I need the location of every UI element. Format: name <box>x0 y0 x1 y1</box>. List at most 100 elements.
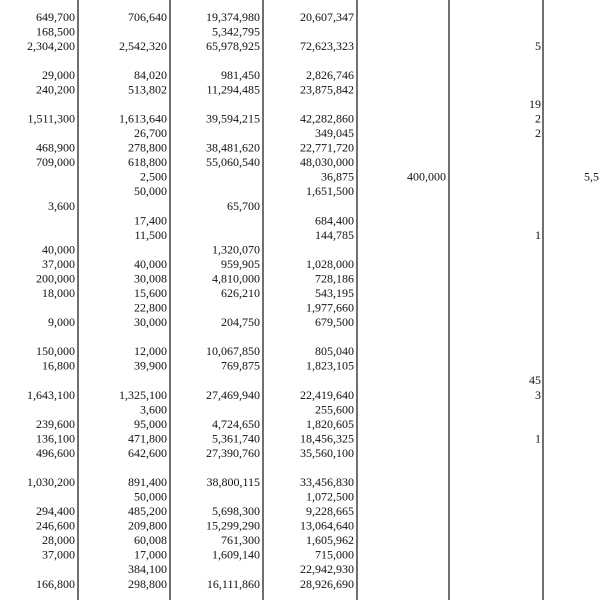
table-cell: 1,977,660 <box>306 301 354 315</box>
table-cell: 4,724,650 <box>212 417 260 431</box>
table-cell: 40,000 <box>134 257 167 271</box>
table-cell: 384,100 <box>128 562 167 576</box>
table-cell: 761,300 <box>221 533 260 547</box>
table-cell: 485,200 <box>128 504 167 518</box>
table-cell: 39,594,215 <box>206 112 260 126</box>
table-cell: 3,600 <box>48 199 75 213</box>
table-cell: 13,064,640 <box>300 519 354 533</box>
table-cell: 16,800 <box>42 359 75 373</box>
table-cell: 1,072,500 <box>306 490 354 504</box>
table-cell: 50,000 <box>134 184 167 198</box>
table-cell: 22,942,930 <box>300 562 354 576</box>
table-cell: 65,700 <box>227 199 260 213</box>
table-cell: 38,800,115 <box>206 475 260 489</box>
table-cell: 642,600 <box>128 446 167 460</box>
table-cell: 1 <box>535 228 541 242</box>
table-cell: 1 <box>535 431 541 445</box>
table-cell: 19 <box>529 97 541 111</box>
table-cell: 42,282,860 <box>300 112 354 126</box>
table-cell: 981,450 <box>221 68 260 82</box>
table-cell: 618,800 <box>128 155 167 169</box>
table-cell: 679,500 <box>315 315 354 329</box>
table-cell: 10,067,850 <box>206 344 260 358</box>
table-cell: 28,000 <box>42 533 75 547</box>
table-cell: 150,000 <box>36 344 75 358</box>
table-cell: 39,900 <box>134 359 167 373</box>
table-cell: 706,640 <box>128 10 167 24</box>
table-cell: 246,600 <box>36 519 75 533</box>
table-cell: 38,481,620 <box>206 141 260 155</box>
table-cell: 20,607,347 <box>300 10 354 24</box>
table-cell: 1,609,140 <box>212 548 260 562</box>
table-cell: 27,469,940 <box>206 388 260 402</box>
table-cell: 60,008 <box>134 533 167 547</box>
table-cell: 33,456,830 <box>300 475 354 489</box>
table-cell: 2,304,200 <box>27 39 75 53</box>
table-cell: 5,361,740 <box>212 431 260 445</box>
table-cell: 2,542,320 <box>119 39 167 53</box>
table-cell: 684,400 <box>315 213 354 227</box>
table-cell: 959,905 <box>221 257 260 271</box>
table-cell: 30,008 <box>134 271 167 285</box>
table-cell: 805,040 <box>315 344 354 358</box>
table-cell: 543,195 <box>315 286 354 300</box>
table-cell: 15,600 <box>134 286 167 300</box>
table-cell: 29,000 <box>42 68 75 82</box>
table-cell: 209,800 <box>128 519 167 533</box>
table-cell: 1,028,000 <box>306 257 354 271</box>
table-cell: 5 <box>535 39 541 53</box>
table-cell: 11,294,485 <box>206 82 260 96</box>
table-cell: 65,978,925 <box>206 39 260 53</box>
table-cell: 48,030,000 <box>300 155 354 169</box>
table-cell: 55,060,540 <box>206 155 260 169</box>
table-cell: 22,419,640 <box>300 388 354 402</box>
table-cell: 294,400 <box>36 504 75 518</box>
table-cell: 255,600 <box>315 402 354 416</box>
table-cell: 2 <box>535 126 541 140</box>
table-cell: 3 <box>535 388 541 402</box>
table-cell: 1,823,105 <box>306 359 354 373</box>
table-cell: 2,500 <box>140 170 167 184</box>
table-cell: 649,700 <box>36 10 75 24</box>
table-cell: 19,374,980 <box>206 10 260 24</box>
table-cell: 40,000 <box>42 242 75 256</box>
table-cell: 496,600 <box>36 446 75 460</box>
table-cell: 349,045 <box>315 126 354 140</box>
table-cell: 1,030,200 <box>27 475 75 489</box>
table-cell: 1,325,100 <box>119 388 167 402</box>
table-cell: 5,698,300 <box>212 504 260 518</box>
table-cell: 22,800 <box>134 301 167 315</box>
table-cell: 5,342,795 <box>212 24 260 38</box>
table-cell: 27,390,760 <box>206 446 260 460</box>
table-cell: 468,900 <box>36 141 75 155</box>
table-cell: 84,020 <box>134 68 167 82</box>
table-cell: 23,875,842 <box>300 82 354 96</box>
table-cell: 9,000 <box>48 315 75 329</box>
table-cell: 2,826,746 <box>306 68 354 82</box>
table-cell: 1,643,100 <box>27 388 75 402</box>
table-cell: 95,000 <box>134 417 167 431</box>
table-cell: 17,000 <box>134 548 167 562</box>
table-cell: 35,560,100 <box>300 446 354 460</box>
table-cell: 278,800 <box>128 141 167 155</box>
table-cell: 1,820,605 <box>306 417 354 431</box>
table-cell: 1,613,640 <box>119 112 167 126</box>
table-cell: 9,228,665 <box>306 504 354 518</box>
table-cell: 72,623,323 <box>300 39 354 53</box>
table-cell: 15,299,290 <box>206 519 260 533</box>
table-cell: 1,320,070 <box>212 242 260 256</box>
table-cell: 715,000 <box>315 548 354 562</box>
table-cell: 12,000 <box>134 344 167 358</box>
table-cell: 37,000 <box>42 548 75 562</box>
table-cell: 16,111,860 <box>207 577 260 591</box>
table-cell: 18,000 <box>42 286 75 300</box>
table-cell: 204,750 <box>221 315 260 329</box>
table-cell: 26,700 <box>134 126 167 140</box>
table-cell: 1,511,300 <box>27 112 75 126</box>
column-rules <box>77 0 544 600</box>
table-cell: 239,600 <box>36 417 75 431</box>
table-cell: 298,800 <box>128 577 167 591</box>
table-cell: 18,456,325 <box>300 431 354 445</box>
